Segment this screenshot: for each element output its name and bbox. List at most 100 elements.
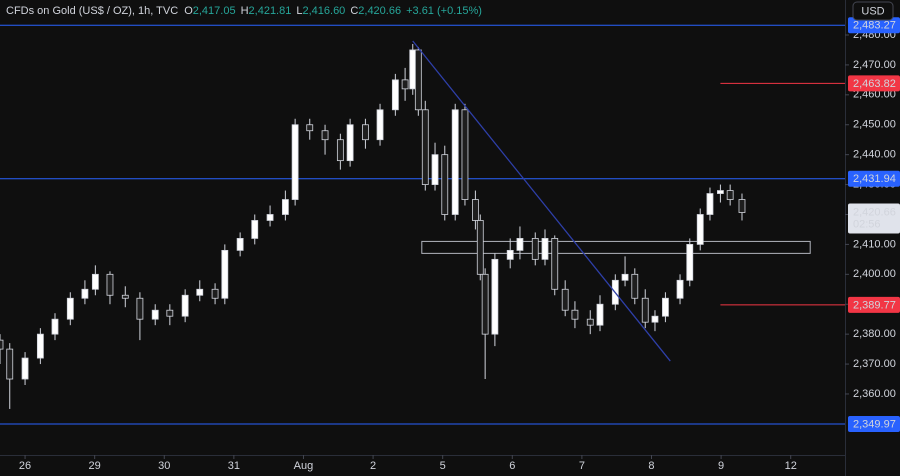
candle-body [631,273,639,299]
last-price-label: 2,420.66 [853,206,896,218]
ohlc-value: 2,420.66 [358,5,401,17]
x-tick-label: 5 [440,460,446,472]
x-tick-label: 29 [89,460,101,472]
candle-body [414,49,422,111]
candle-body [121,294,129,299]
last-price-box [848,203,900,234]
candle-body [431,154,439,185]
countdown: 02:56 [853,218,881,230]
plot-area [0,24,845,425]
candle-body [726,190,734,200]
level-price-label: 2,483.27 [853,20,896,32]
header: CFDs on Gold (US$ / OZ), 1h, TVC O 2,417.0… [6,5,482,17]
candle-body [621,273,629,281]
candle-body [51,318,59,335]
y-tick-label: 2,470.00 [853,59,896,71]
zone [421,240,811,254]
x-tick-label: Aug [294,460,314,472]
x-tick-label: 31 [228,460,240,472]
candle-body [662,297,669,317]
candle-body [36,333,44,359]
y-tick-label: 2,440.00 [853,149,896,161]
candle-body [362,124,369,141]
x-tick-label: 9 [718,460,724,472]
candle-body [451,109,459,215]
candle-body [441,154,449,215]
candle-body [651,315,659,323]
change: +3.61 (+0.15%) [406,5,482,17]
ohlc-key: O [184,5,193,17]
x-tick-label: 26 [19,460,31,472]
level-price-label: 2,389.77 [853,299,896,311]
candle-body [281,199,289,215]
currency-button[interactable] [852,1,894,21]
candle-body [561,288,569,311]
currency[interactable]: USD [861,5,884,17]
candle-body [506,249,514,260]
candle-body [196,288,204,296]
candle-body [66,297,74,320]
candle-body [541,238,549,260]
x-tick-label: 8 [648,460,654,472]
candle-body [676,279,684,299]
candle-body [321,130,329,141]
candle-body [571,309,579,320]
candle-body [346,124,354,162]
candle-body [686,244,694,281]
candle-body [586,318,594,326]
candle-body [738,199,746,213]
ohlc-value: 2,416.60 [302,5,345,17]
candle-body [491,258,499,335]
level-price-box [848,170,900,187]
ohlc-value: 2,421.81 [249,5,292,17]
level-price-box [848,75,900,92]
candle-body [551,238,559,290]
candle-body [476,220,484,275]
candle-body [641,297,649,323]
candle-body [531,238,539,260]
x-tick-label: 12 [785,460,797,472]
candle-body [336,139,344,162]
x-tick-label: 7 [579,460,585,472]
level-price-label: 2,431.94 [853,173,896,185]
candle-body [251,220,259,239]
ohlc-key: L [296,5,302,17]
candle-body [516,238,524,251]
level-price-box [848,415,900,432]
axes: 2,360.002,370.002,380.002,390.002,400.00… [19,17,900,472]
candle-body [717,190,724,194]
candle-body [91,273,99,290]
candle-body [0,339,4,350]
candle-body [471,199,479,221]
title: CFDs on Gold (US$ / OZ), 1h, TVC [6,5,178,17]
level-price-box [848,296,900,313]
candle-body [706,193,714,215]
candle-body [421,109,429,185]
x-tick-label: 2 [370,460,376,472]
level-price-label: 2,349.97 [853,418,896,430]
y-tick-label: 2,410.00 [853,238,896,250]
candle-body [596,303,604,326]
y-tick-label: 2,450.00 [853,119,896,131]
candle-body [391,79,399,111]
level-price-label: 2,463.82 [853,78,896,90]
ohlc-key: C [350,5,358,17]
y-tick-label: 2,370.00 [853,358,896,370]
y-tick-label: 2,380.00 [853,328,896,340]
candle-body [21,357,29,380]
candle-body [211,288,219,299]
ohlc-key: H [241,5,249,17]
candle-body [291,124,299,200]
y-tick-label: 2,460.00 [853,89,896,101]
candle-body [236,238,244,251]
candle-body [266,214,274,221]
candle-body [151,309,159,320]
y-tick-label: 2,400.00 [853,268,896,280]
candle-body [481,273,489,335]
candle-body [696,214,704,245]
candle-body [81,288,89,299]
candle-body [136,297,144,320]
candle-body [166,309,174,317]
